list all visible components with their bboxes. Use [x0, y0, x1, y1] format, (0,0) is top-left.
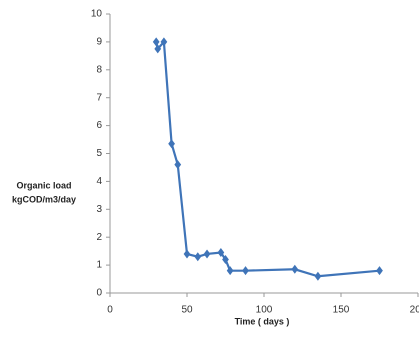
marker — [183, 249, 191, 259]
y-tick-label: 2 — [96, 232, 102, 243]
x-tick-label: 150 — [333, 305, 350, 316]
y-tick-label: 5 — [96, 148, 102, 159]
y-tick-label: 4 — [96, 176, 102, 187]
y-tick-label: 6 — [96, 120, 102, 131]
y-axis-label: Organic load — [16, 180, 71, 190]
x-axis-label: Time ( days ) — [235, 316, 290, 326]
y-tick-label: 0 — [96, 288, 102, 299]
marker — [242, 266, 249, 276]
series-line — [155, 39, 380, 278]
marker — [314, 271, 322, 281]
marker — [226, 266, 234, 276]
y-tick-label: 7 — [96, 92, 102, 103]
y-tick-label: 8 — [96, 64, 102, 75]
marker — [168, 139, 175, 149]
marker — [154, 44, 162, 54]
y-tick-label: 10 — [91, 9, 103, 20]
marker — [222, 255, 229, 265]
marker — [194, 252, 202, 262]
y-tick-label: 1 — [96, 260, 102, 271]
x-tick-label: 200 — [410, 305, 419, 316]
marker — [203, 249, 211, 259]
x-tick-label: 100 — [256, 305, 273, 316]
y-tick-label: 3 — [96, 204, 102, 215]
x-tick-label: 0 — [107, 305, 113, 316]
y-axis-label: kgCOD/m3/day — [12, 194, 76, 204]
marker — [174, 160, 182, 170]
marker — [217, 248, 225, 258]
marker — [291, 264, 299, 274]
x-tick-label: 50 — [181, 305, 193, 316]
y-tick-label: 9 — [96, 37, 102, 48]
marker — [376, 266, 383, 276]
marker — [152, 37, 160, 47]
marker — [160, 37, 168, 47]
